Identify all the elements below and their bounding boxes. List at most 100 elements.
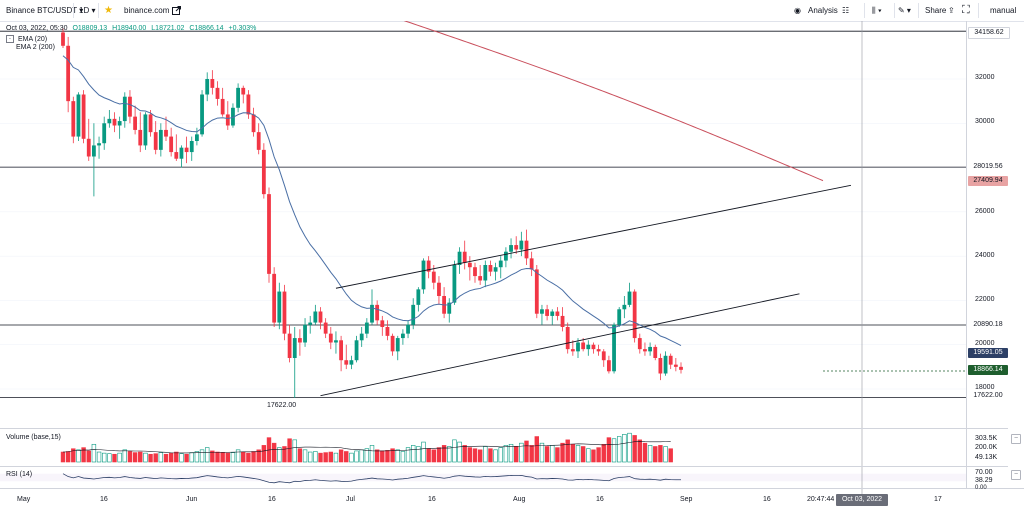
rsi-legend[interactable]: RSI (14): [6, 471, 33, 478]
price-chip-hline2: 20890.18: [968, 320, 1008, 330]
volume-bar: [457, 441, 462, 463]
symbol-selector[interactable]: Binance BTC/USDT ▾: [6, 6, 84, 15]
volume-bar: [369, 445, 375, 463]
channel-trendline: [320, 293, 800, 397]
candle-body: [267, 194, 271, 274]
rsi-line: [62, 473, 681, 484]
rsi-collapse-icon[interactable]: −: [1011, 470, 1021, 480]
analysis-menu[interactable]: Analysis: [808, 6, 838, 15]
favorite-star-icon[interactable]: ★: [104, 5, 113, 16]
candle-body: [395, 338, 400, 352]
candle-body: [627, 291, 632, 305]
candle-body: [344, 360, 349, 365]
volume-bar: [71, 448, 76, 463]
volume-bar: [452, 439, 457, 463]
price-chart[interactable]: [0, 21, 1024, 515]
volume-bar: [550, 445, 555, 463]
mode-label[interactable]: manual: [990, 6, 1017, 15]
volume-bar: [493, 449, 498, 463]
volume-bar: [148, 453, 153, 463]
collapse-icon[interactable]: -: [6, 35, 14, 43]
share-button[interactable]: Share: [925, 6, 947, 15]
volume-bar: [282, 446, 287, 463]
volume-bar: [642, 442, 648, 463]
candle-body: [298, 338, 302, 343]
candle-body: [225, 114, 230, 126]
ema2-legend[interactable]: EMA 2 (200): [16, 44, 55, 51]
volume-bar: [544, 446, 550, 463]
candle-body: [462, 251, 467, 263]
candle-body: [246, 94, 251, 115]
external-link-icon[interactable]: [172, 0, 181, 21]
volume-bar: [112, 453, 117, 463]
candle-body: [457, 251, 462, 265]
chart-type-icon[interactable]: ⫼ ▾: [872, 6, 882, 15]
share-icon[interactable]: ⇪: [948, 6, 955, 15]
candle-body: [534, 269, 539, 314]
volume-bar: [426, 448, 431, 463]
price-chip-hline1: 28019.56: [968, 162, 1008, 172]
volume-bar: [122, 449, 128, 463]
fullscreen-icon[interactable]: ⛶: [962, 4, 970, 16]
candle-body: [210, 79, 215, 88]
price-chip-ema20: 19591.05: [968, 348, 1008, 358]
price-tick: 30000: [975, 118, 995, 125]
volume-bar: [215, 451, 220, 463]
candle-body: [117, 121, 122, 126]
candle-body: [555, 311, 560, 316]
ema1-legend[interactable]: - EMA (20): [6, 35, 47, 43]
volume-bar: [627, 432, 632, 463]
time-label: 16: [763, 496, 771, 503]
volume-bar: [132, 452, 138, 463]
candle-body: [437, 282, 441, 296]
candle-body: [61, 32, 65, 46]
volume-bar: [524, 440, 529, 463]
candle-body: [236, 87, 240, 108]
volume-bar: [333, 452, 339, 463]
volume-bar: [261, 445, 267, 463]
volume-pane-separator[interactable]: [0, 428, 1008, 429]
rsi-pane-separator[interactable]: [0, 466, 1008, 467]
candle-body: [540, 309, 544, 314]
candle-body: [385, 327, 390, 336]
drawing-pen-icon[interactable]: ✎ ▾: [898, 6, 911, 15]
analysis-sliders-icon[interactable]: ☷: [842, 6, 850, 15]
time-label: 16: [268, 496, 276, 503]
price-tick: 18000: [975, 384, 995, 391]
candle-body: [380, 320, 385, 327]
volume-bar: [575, 445, 581, 463]
interval-selector[interactable]: 1D ▾: [79, 6, 96, 15]
volume-bar: [138, 451, 143, 463]
volume-collapse-icon[interactable]: −: [1011, 434, 1021, 444]
candle-body: [205, 79, 210, 95]
volume-bar: [318, 452, 323, 463]
candle-body: [478, 276, 483, 281]
volume-bar: [616, 436, 622, 463]
volume-legend[interactable]: Volume (base,15): [6, 434, 61, 441]
candle-body: [323, 322, 328, 334]
ema200-line: [403, 21, 824, 182]
volume-bar: [586, 448, 591, 463]
candle-body: [282, 291, 287, 334]
candle-body: [318, 311, 323, 323]
volume-bar: [230, 452, 236, 463]
volume-bar: [374, 449, 380, 463]
site-link[interactable]: binance.com: [124, 6, 170, 15]
price-chip-top: 34158.62: [968, 27, 1010, 39]
candle-body: [663, 355, 668, 374]
candle-body: [292, 338, 297, 358]
candle-body: [570, 349, 575, 352]
candle-body: [189, 141, 194, 153]
volume-bar: [225, 452, 230, 463]
candle-body: [653, 346, 658, 358]
volume-bar: [606, 437, 612, 463]
candle-body: [133, 116, 137, 130]
candle-body: [277, 291, 282, 323]
volume-bar: [344, 451, 349, 463]
volume-layer: [60, 432, 673, 463]
volume-bar: [380, 450, 385, 463]
volume-bar: [158, 452, 164, 463]
candle-body: [648, 346, 652, 352]
time-label: 16: [100, 496, 108, 503]
volume-bar: [246, 452, 251, 463]
